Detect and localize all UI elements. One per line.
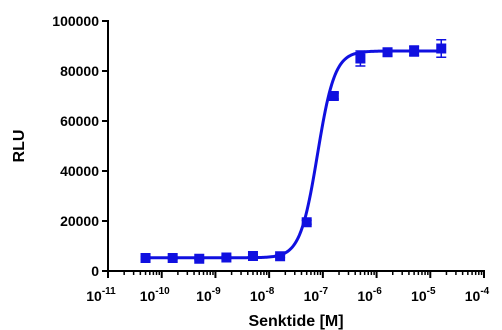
point-marker [382, 47, 393, 58]
data-point [328, 91, 339, 101]
data-point [194, 253, 205, 264]
x-tick-label: 10-4 [465, 286, 490, 304]
fit-curve [145, 49, 442, 260]
x-tick-label: 10-5 [411, 286, 436, 304]
data-point [221, 252, 232, 263]
x-tick-label: 10-9 [196, 286, 221, 304]
y-axis-label: RLU [11, 130, 28, 163]
data-point [167, 253, 178, 263]
data-point [301, 217, 312, 228]
x-tick-label: 10-8 [250, 286, 275, 304]
x-tick-label: 10-10 [140, 286, 170, 304]
point-marker [247, 251, 258, 261]
x-tick-label: 10-7 [304, 286, 329, 304]
y-tick-label: 100000 [52, 13, 99, 29]
point-marker [301, 217, 312, 228]
point-marker [275, 251, 286, 262]
point-marker [409, 46, 420, 56]
y-tick-label: 80000 [60, 63, 99, 79]
y-tick-label: 0 [91, 263, 99, 279]
point-marker [355, 53, 366, 64]
point-marker [221, 252, 232, 263]
data-points-layer [140, 39, 447, 264]
fit-curve-layer [145, 49, 442, 260]
data-point [140, 253, 151, 263]
y-tick-label: 60000 [60, 113, 99, 129]
x-tick-label: 10-6 [357, 286, 382, 304]
y-tick-label: 40000 [60, 163, 99, 179]
x-tick-label: 10-11 [86, 286, 116, 304]
point-marker [167, 253, 178, 263]
point-marker [140, 253, 151, 263]
x-axis-label: Senktide [M] [248, 313, 343, 330]
point-marker [436, 43, 447, 54]
point-marker [328, 91, 339, 101]
data-point [247, 251, 258, 261]
data-point [409, 45, 420, 57]
point-marker [194, 253, 205, 264]
axes: 0 20000 40000 60000 80000 100000 10-11 10-10 10-… [52, 13, 489, 304]
y-tick-label: 20000 [60, 213, 99, 229]
data-point [275, 251, 286, 262]
data-point [382, 47, 393, 58]
data-point [436, 39, 447, 58]
data-point [355, 50, 366, 67]
